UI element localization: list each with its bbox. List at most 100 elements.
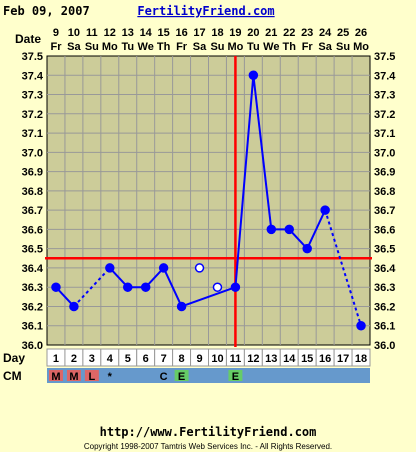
- cm-code: E: [178, 371, 185, 383]
- y-tick-label-right: 36.0: [374, 340, 395, 352]
- temperature-point: [176, 301, 187, 312]
- footer-url: http://www.FertilityFriend.com: [100, 425, 317, 439]
- weekday-label: Su: [336, 41, 350, 53]
- temperature-point: [158, 263, 169, 273]
- temperature-line-dashed: [324, 209, 362, 327]
- date-label: 24: [319, 27, 332, 39]
- temperature-point: [284, 224, 294, 235]
- weekday-label: Sa: [193, 41, 207, 53]
- y-tick-label-right: 36.9: [374, 167, 395, 179]
- date-label: 15: [158, 27, 170, 39]
- day-number: 18: [355, 353, 367, 365]
- day-number: 3: [89, 353, 95, 365]
- weekday-label: Tu: [121, 41, 134, 53]
- y-tick-label-left: 37.3: [22, 90, 43, 102]
- footer-copyright: Copyright 1998-2007 Tamtris Web Services…: [84, 442, 332, 451]
- day-number: 6: [143, 353, 149, 365]
- temperature-line-segment: [252, 75, 273, 230]
- date-label: 19: [229, 27, 241, 39]
- day-number: 14: [283, 353, 296, 365]
- date-label: 18: [211, 27, 223, 39]
- temperature-point-discarded: [194, 263, 205, 273]
- day-number: 17: [337, 353, 349, 365]
- site-link: FertilityFriend.com: [137, 4, 274, 18]
- date-row-label: Date: [15, 32, 41, 46]
- cm-code: E: [232, 371, 239, 383]
- y-tick-label-left: 36.9: [22, 167, 43, 179]
- cm-code: M: [51, 371, 60, 383]
- weekday-label: Fr: [176, 41, 188, 53]
- date-label: 21: [265, 27, 277, 39]
- cm-cell-menstrual: [84, 370, 99, 381]
- temperature-point: [105, 263, 115, 273]
- temperature-point: [140, 282, 151, 292]
- weekday-label: Fr: [302, 41, 314, 53]
- temperature-point: [320, 205, 330, 215]
- y-tick-label-left: 36.8: [22, 186, 43, 198]
- weekday-label: Tu: [247, 41, 260, 53]
- day-row-label: Day: [3, 351, 25, 365]
- day-number: 9: [196, 353, 202, 365]
- y-tick-label-right: 36.3: [374, 282, 395, 294]
- date-label: 25: [337, 27, 349, 39]
- weekday-label: Mo: [353, 41, 369, 53]
- weekday-label: Th: [283, 41, 297, 53]
- date-label: 14: [140, 27, 153, 39]
- day-number: 10: [211, 353, 223, 365]
- y-tick-label-left: 36.3: [22, 282, 43, 294]
- y-tick-label-left: 37.0: [22, 147, 43, 159]
- y-tick-label-left: 37.1: [22, 128, 43, 140]
- y-tick-label-right: 37.0: [374, 147, 395, 159]
- date-label: 12: [104, 27, 116, 39]
- cm-cell-eggwhite: [174, 370, 189, 381]
- temperature-line-segment: [181, 286, 236, 308]
- y-tick-label-right: 36.4: [374, 263, 396, 275]
- day-number: 7: [161, 353, 167, 365]
- day-number: 12: [247, 353, 259, 365]
- weekday-label: Mo: [227, 41, 243, 53]
- day-number: 16: [319, 353, 331, 365]
- date-label: 26: [355, 27, 367, 39]
- y-tick-label-right: 36.5: [374, 244, 395, 256]
- temperature-line-segment: [234, 75, 255, 288]
- header-date: Feb 09, 2007: [3, 4, 90, 18]
- weekday-label: Sa: [318, 41, 332, 53]
- weekday-label: We: [138, 41, 154, 53]
- y-tick-label-left: 37.5: [22, 51, 43, 63]
- temperature-point-discarded: [212, 282, 223, 292]
- y-tick-label-left: 36.5: [22, 244, 43, 256]
- temperature-point: [123, 282, 133, 292]
- y-tick-label-left: 37.2: [22, 109, 43, 121]
- y-tick-label-right: 37.4: [374, 70, 396, 82]
- y-tick-label-right: 37.2: [374, 109, 395, 121]
- date-label: 10: [68, 27, 80, 39]
- y-tick-label-left: 36.4: [22, 263, 44, 275]
- temperature-point: [248, 70, 259, 81]
- temperature-line-segment: [162, 267, 183, 307]
- cm-code: C: [160, 371, 168, 383]
- cm-code: M: [69, 371, 78, 383]
- day-number: 4: [107, 353, 114, 365]
- cm-code: *: [108, 371, 113, 383]
- temperature-line-segment: [306, 209, 327, 250]
- y-tick-label-right: 36.6: [374, 224, 395, 236]
- temperature-point: [230, 282, 241, 292]
- date-label: 11: [86, 27, 98, 39]
- y-tick-label-left: 36.2: [22, 301, 43, 313]
- cm-cell-menstrual: [66, 370, 81, 381]
- date-label: 17: [193, 27, 205, 39]
- day-cell: [351, 348, 371, 367]
- temperature-point: [356, 320, 366, 331]
- day-number: 13: [265, 353, 277, 365]
- day-number: 5: [125, 353, 131, 365]
- cm-code: L: [88, 371, 95, 383]
- day-number: 11: [230, 353, 242, 365]
- cm-row-background: [47, 368, 370, 383]
- cm-row-label: CM: [3, 369, 22, 383]
- date-label: 16: [175, 27, 187, 39]
- y-tick-label-left: 36.1: [22, 321, 43, 333]
- temperature-point: [51, 282, 61, 292]
- y-tick-label-left: 36.7: [22, 205, 43, 217]
- y-tick-label-right: 36.7: [374, 205, 395, 217]
